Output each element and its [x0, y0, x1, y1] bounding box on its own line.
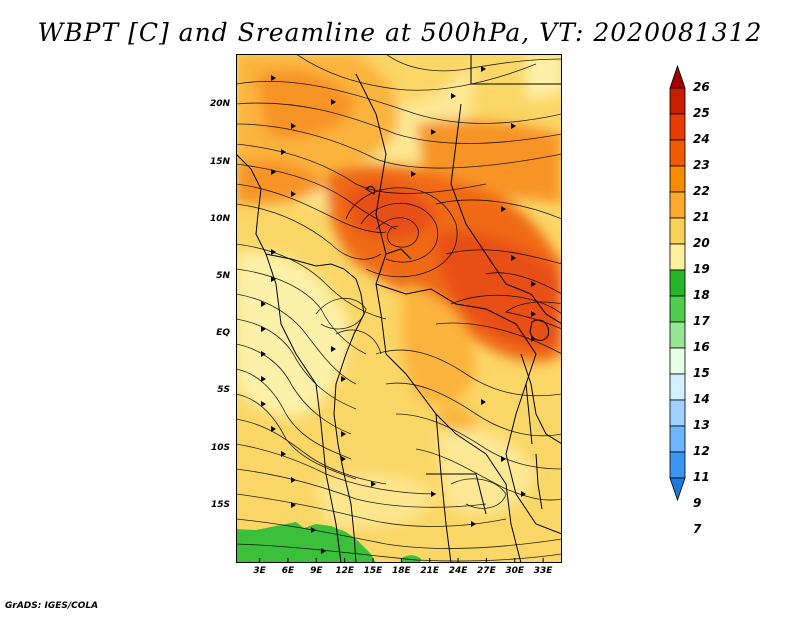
colorbar-level-label: 25: [693, 106, 710, 120]
lon-tick-label: 6E: [281, 566, 295, 576]
lon-tick-label: 24E: [448, 566, 468, 576]
lon-tick-label: 15E: [363, 566, 383, 576]
colorbar-segment: [669, 373, 686, 401]
colorbar-segment: [669, 191, 686, 219]
colorbar-level-label: 21: [693, 210, 710, 224]
colorbar-level-label: 16: [693, 340, 710, 354]
wbpt-field-map: [236, 54, 562, 563]
colorbar-segment: [669, 451, 686, 479]
colorbar-segment: [669, 425, 686, 453]
colorbar-level-label: 13: [693, 418, 710, 432]
map-panel: [236, 54, 562, 563]
map-title: WBPT [C] and Sreamline at 500hPa, VT: 20…: [37, 18, 763, 47]
colorbar-level-label: 22: [693, 184, 710, 198]
colorbar-segment: [669, 243, 686, 271]
lon-tick-label: 3E: [253, 566, 266, 576]
colorbar-segment: [669, 269, 686, 297]
credit-text: GrADS: IGES/COLA: [5, 601, 99, 611]
lat-tick-label: 20N: [209, 99, 230, 110]
colorbar-segment: [669, 139, 686, 167]
colorbar-segment: [669, 295, 686, 323]
lon-tick-label: 30E: [505, 566, 525, 576]
colorbar-level-label: 20: [693, 236, 710, 250]
lat-tick-label: 5N: [216, 271, 230, 282]
colorbar-segment: [669, 64, 686, 89]
colorbar-level-label: 23: [693, 158, 710, 172]
colorbar-level-label: 12: [693, 444, 710, 458]
colorbar-segment: [669, 165, 686, 193]
colorbar-segment: [669, 321, 686, 349]
colorbar-level-label: 18: [693, 288, 710, 302]
lon-tick-label: 21E: [420, 566, 440, 576]
colorbar-segment: [669, 399, 686, 427]
colorbar-level-label: 15: [693, 366, 710, 380]
lat-tick-label: 10S: [210, 442, 230, 453]
colorbar-level-label: 26: [693, 80, 710, 94]
lon-tick-label: 27E: [477, 566, 496, 576]
colorbar-level-label: 17: [693, 314, 710, 328]
lat-tick-label: EQ: [216, 328, 230, 339]
lat-tick-label: 15N: [209, 156, 230, 167]
colorbar-level-label: 9: [693, 496, 702, 510]
map-frame: [236, 54, 562, 563]
lat-tick-label: 5S: [217, 385, 230, 396]
lat-tick-label: 15S: [210, 499, 230, 510]
lon-tick-label: 12E: [335, 566, 354, 576]
colorbar-level-label: 11: [693, 470, 710, 484]
colorbar-segment: [669, 477, 686, 502]
lon-tick-label: 33E: [533, 566, 553, 576]
lat-tick-label: 10N: [209, 213, 230, 224]
wbpt-shading: [236, 54, 562, 528]
wbpt-green-region: [236, 522, 376, 563]
colorbar-segment: [669, 87, 686, 115]
streamline-arrows: [261, 66, 536, 554]
colorbar-level-label: 19: [693, 262, 710, 276]
colorbar-level-label: 7: [693, 522, 702, 536]
colorbar-level-label: 24: [693, 132, 710, 146]
axis-ticks: [259, 558, 544, 563]
lake-outlines: [365, 186, 550, 510]
colorbar-segment: [669, 217, 686, 245]
colorbar-level-label: 14: [693, 392, 710, 406]
colorbar-segment: [669, 347, 686, 375]
lon-tick-label: 18E: [392, 566, 411, 576]
coastline-borders: [236, 54, 562, 563]
lon-tick-label: 9E: [310, 566, 323, 576]
colorbar-segment: [669, 113, 686, 141]
